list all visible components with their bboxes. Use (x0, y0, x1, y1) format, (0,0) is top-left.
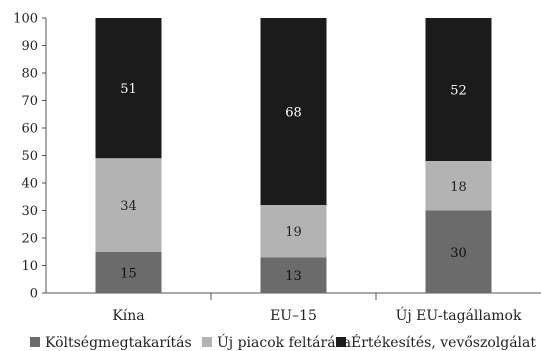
y-tick-label: 100 (13, 12, 38, 27)
bar-segment (425, 210, 492, 293)
bar-segment (425, 161, 492, 211)
bar-data-label: 19 (285, 225, 302, 240)
legend-swatch (202, 337, 212, 347)
legend-label: Költségmegtakarítás (45, 335, 192, 351)
y-axis-ticks: 0 10 20 30 40 50 60 70 80 90 100 (13, 12, 46, 302)
bar-data-label: 34 (120, 199, 137, 214)
x-category-label: Kína (112, 308, 144, 324)
y-tick-label: 90 (21, 39, 38, 54)
y-tick-label: 40 (21, 177, 38, 192)
y-tick-label: 30 (21, 204, 38, 219)
x-category-label: EU–15 (270, 308, 317, 324)
y-tick-label: 80 (21, 67, 38, 82)
legend-label: Új piacok feltárása (217, 333, 351, 351)
legend-label: Értékesítés, vevőszolgálat (351, 333, 536, 351)
y-tick-label: 0 (30, 287, 38, 302)
legend-swatch (30, 337, 40, 347)
x-category-label: Új EU-tagállamok (396, 306, 522, 324)
bar-data-label: 68 (285, 106, 302, 121)
bar-segment (260, 257, 327, 293)
y-tick-label: 70 (21, 94, 38, 109)
bar-segment (95, 18, 162, 159)
bar-data-label: 13 (285, 269, 302, 284)
bar-segment (95, 158, 162, 252)
x-axis-labels: Kína EU–15 Új EU-tagállamok (112, 306, 522, 324)
bar-segment (260, 18, 327, 205)
bar-data-label: 15 (120, 266, 137, 281)
bar-data-label: 52 (450, 84, 467, 99)
y-tick-label: 10 (21, 259, 38, 274)
y-tick-label: 20 (21, 232, 38, 247)
legend-swatch (336, 337, 346, 347)
bar-segment (95, 251, 162, 293)
legend: Költségmegtakarítás Új piacok feltárása Ér… (30, 333, 536, 351)
bars: 15 34 51 13 19 68 30 18 52 (95, 18, 492, 293)
y-tick-label: 60 (21, 122, 38, 137)
bar-data-label: 30 (450, 246, 467, 261)
bar-segment (260, 205, 327, 258)
bar-segment (425, 18, 492, 161)
bar-data-label: 18 (450, 180, 467, 195)
bar-data-label: 51 (120, 82, 137, 97)
y-tick-label: 50 (21, 149, 38, 164)
